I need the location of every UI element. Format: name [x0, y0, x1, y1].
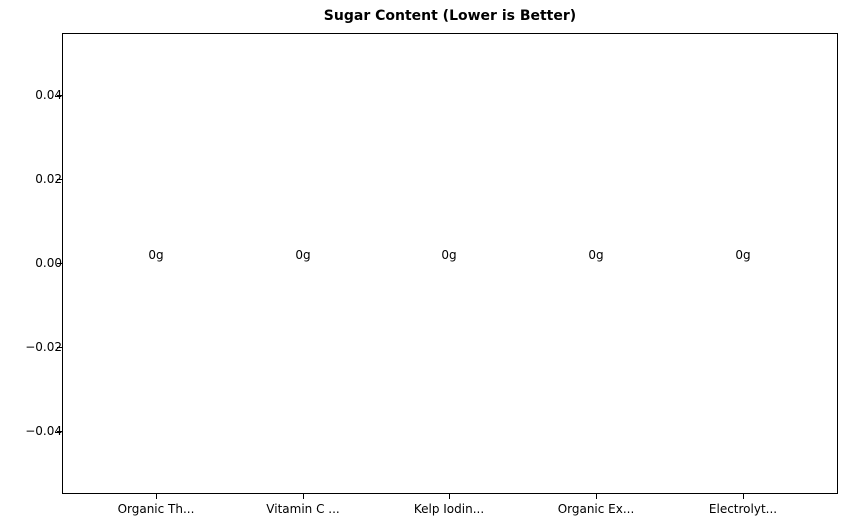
- y-tick-label: −0.02: [25, 340, 62, 354]
- x-tick-label: Electrolyt...: [708, 502, 778, 516]
- x-tick-label: Vitamin C ...: [266, 502, 340, 516]
- x-tick-label: Organic Th...: [117, 502, 195, 516]
- y-tick-label: 0.02: [35, 172, 62, 186]
- x-tick-mark: [743, 494, 744, 499]
- bar-value-label: 0g: [588, 248, 604, 262]
- plot-area: [62, 33, 838, 494]
- y-tick-mark: [57, 263, 62, 264]
- y-tick-mark: [57, 347, 62, 348]
- y-tick-label: 0.00: [35, 256, 62, 270]
- x-tick-mark: [449, 494, 450, 499]
- x-tick-label: Organic Ex...: [557, 502, 635, 516]
- bar-value-label: 0g: [441, 248, 457, 262]
- bar-value-label: 0g: [295, 248, 311, 262]
- y-tick-mark: [57, 431, 62, 432]
- x-tick-mark: [303, 494, 304, 499]
- bar-value-label: 0g: [148, 248, 164, 262]
- x-tick-mark: [596, 494, 597, 499]
- x-tick-mark: [156, 494, 157, 499]
- y-tick-label: 0.04: [35, 88, 62, 102]
- y-tick-mark: [57, 95, 62, 96]
- x-tick-label: Kelp Iodin...: [413, 502, 485, 516]
- y-tick-label: −0.04: [25, 424, 62, 438]
- chart-title: Sugar Content (Lower is Better): [323, 8, 577, 24]
- bar-value-label: 0g: [735, 248, 751, 262]
- y-tick-mark: [57, 179, 62, 180]
